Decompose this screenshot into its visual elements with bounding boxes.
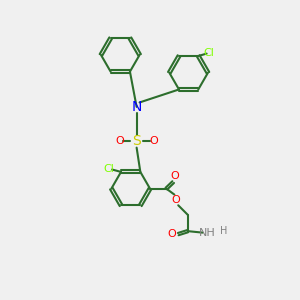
Text: S: S (132, 134, 141, 148)
Text: O: O (115, 136, 124, 146)
Text: N: N (131, 100, 142, 114)
Text: O: O (149, 136, 158, 146)
Text: Cl: Cl (203, 48, 214, 58)
Text: O: O (172, 195, 180, 205)
Text: O: O (170, 171, 179, 181)
Text: H: H (220, 226, 228, 236)
Text: O: O (167, 229, 176, 239)
Text: NH: NH (199, 228, 215, 238)
Text: Cl: Cl (103, 164, 114, 174)
